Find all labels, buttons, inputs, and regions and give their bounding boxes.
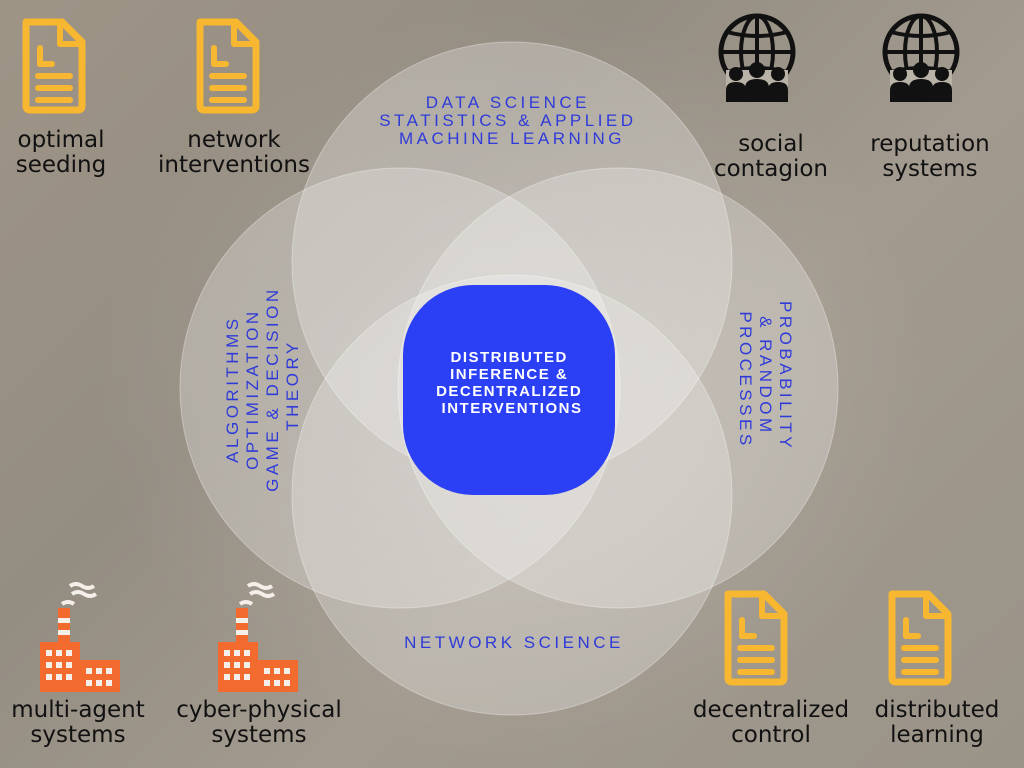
label-optimal-seeding-line-2: seeding — [15, 152, 107, 178]
label-distributed-learning-line-1: distributed — [874, 697, 1000, 723]
label-reputation-systems-line-1: reputation — [870, 131, 990, 157]
document-icon — [26, 22, 82, 110]
factory-icon — [38, 582, 122, 694]
label-decentralized-control-line-2: control — [731, 722, 811, 748]
label-cyber-physical-systems-line-1: cyber-physical — [176, 697, 342, 723]
label-multi-agent-systems: multi-agent systems — [4, 698, 152, 748]
center-line-2: INFERENCE & — [450, 366, 568, 383]
globe-people-icon — [885, 16, 957, 102]
label-distributed-learning: distributed learning — [868, 698, 1006, 748]
label-network-interventions-line-2: interventions — [158, 152, 310, 178]
label-social-contagion-line-1: social — [738, 131, 804, 157]
svg-text:DATA SCIENCE STATISTICS &: DATA SCIENCE STATISTICS & APPLIED MACHIN… — [379, 93, 645, 148]
label-multi-agent-systems-line-2: systems — [30, 722, 126, 748]
venn-circle-right — [397, 167, 839, 609]
center-line-1: DISTRIBUTED — [450, 349, 567, 366]
center-core — [403, 285, 615, 495]
label-multi-agent-systems-line-1: multi-agent — [11, 697, 145, 723]
top-label-line-3: MACHINE LEARNING — [399, 129, 625, 148]
globe-people-icon — [721, 16, 793, 102]
right-label-line-1: PROBABILITY — [776, 301, 795, 451]
label-network-interventions: network interventions — [152, 128, 316, 178]
label-social-contagion-line-2: contagion — [713, 156, 829, 182]
label-cyber-physical-systems: cyber-physical systems — [166, 698, 352, 748]
document-icon — [892, 594, 948, 682]
label-cyber-physical-systems-line-2: systems — [211, 722, 307, 748]
svg-text:PROBABILITY & RANDOM: PROBABILITY & RANDOM PROCESSES — [736, 301, 795, 459]
right-label-line-2: & RANDOM — [756, 316, 775, 436]
label-optimal-seeding-line-1: optimal — [17, 127, 105, 153]
svg-text:ALGORITHMS OPTIMIZATION: ALGORITHMS OPTIMIZATION GAME & DECISION … — [223, 278, 302, 492]
bottom-label: NETWORK SCIENCE — [404, 633, 624, 652]
venn-circle-left — [179, 167, 621, 609]
left-label-line-3: GAME & DECISION — [263, 286, 282, 492]
label-optimal-seeding: optimal seeding — [6, 128, 116, 178]
label-distributed-learning-line-2: learning — [890, 722, 984, 748]
label-network-interventions-line-1: network — [187, 127, 281, 153]
label-social-contagion: social contagion — [704, 132, 838, 182]
svg-text:DISTRIBUTED INFERENCE &: DISTRIBUTED INFERENCE & DECENTRALIZED IN… — [436, 349, 588, 417]
left-label-line-4: THEORY — [283, 339, 302, 431]
center-line-4: INTERVENTIONS — [442, 400, 583, 417]
label-reputation-systems: reputation systems — [862, 132, 998, 182]
label-decentralized-control-line-1: decentralized — [692, 697, 850, 723]
left-label-line-2: OPTIMIZATION — [243, 308, 262, 470]
top-label-line-1: DATA SCIENCE — [426, 93, 590, 112]
label-decentralized-control: decentralized control — [686, 698, 856, 748]
label-reputation-systems-line-2: systems — [882, 156, 978, 182]
top-label-line-2: STATISTICS & APPLIED — [379, 111, 636, 130]
left-label-line-1: ALGORITHMS — [223, 315, 242, 462]
right-label-line-3: PROCESSES — [736, 311, 755, 448]
center-line-3: DECENTRALIZED — [436, 383, 582, 400]
